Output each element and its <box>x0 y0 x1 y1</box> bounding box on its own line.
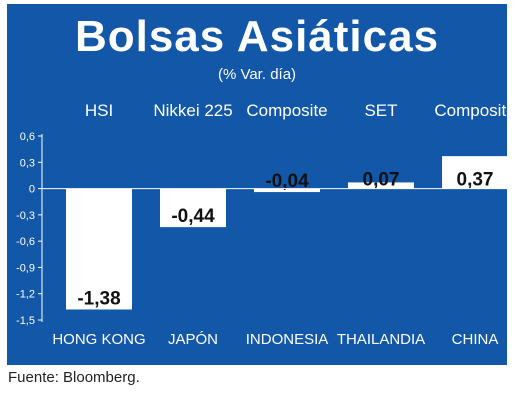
y-tick-label: -1,2 <box>16 289 35 301</box>
chart-subtitle: (% Var. día) <box>217 66 297 83</box>
y-tick-label: -0,6 <box>16 236 35 248</box>
y-tick-label: -0,3 <box>16 210 35 222</box>
source-note: Fuente: Bloomberg. <box>8 369 140 386</box>
data-label: -0,44 <box>171 206 215 227</box>
y-tick-label: 0 <box>29 184 35 196</box>
index-name-label: Nikkei 225 <box>153 101 232 120</box>
bar <box>66 188 132 310</box>
data-label: 0,07 <box>363 170 400 191</box>
category-label: JAPÓN <box>168 331 218 348</box>
category-label: THAILANDIA <box>337 331 425 348</box>
bar <box>254 188 320 193</box>
y-tick-label: 0,3 <box>20 157 35 169</box>
data-label: -1,38 <box>77 288 120 309</box>
index-name-label: HSI <box>85 101 113 120</box>
index-name-label: Composite <box>434 101 507 120</box>
data-label: 0,37 <box>457 170 494 191</box>
category-label: HONG KONG <box>52 331 145 348</box>
bar <box>442 156 507 189</box>
y-tick-label: -0,9 <box>16 262 35 274</box>
bar <box>160 188 226 228</box>
y-tick-label: 0,6 <box>20 131 35 143</box>
data-label: -0,04 <box>265 171 309 192</box>
bar-chart: 0,6 0,3 0 -0,3 -0,6 -0,9 -1,2 -1,5 HSI -1,38 HONG … <box>16 101 507 348</box>
bar <box>348 182 414 189</box>
index-name-label: SET <box>364 101 397 120</box>
category-label: INDONESIA <box>246 331 329 348</box>
chart-panel: Bolsas Asiáticas (% Var. día) 0,6 0,3 0 -0,… <box>7 4 507 365</box>
index-name-label: Composite <box>246 101 327 120</box>
chart-title: Bolsas Asiáticas <box>74 12 440 61</box>
y-tick-label: -1,5 <box>16 315 35 327</box>
category-label: CHINA <box>452 331 499 348</box>
